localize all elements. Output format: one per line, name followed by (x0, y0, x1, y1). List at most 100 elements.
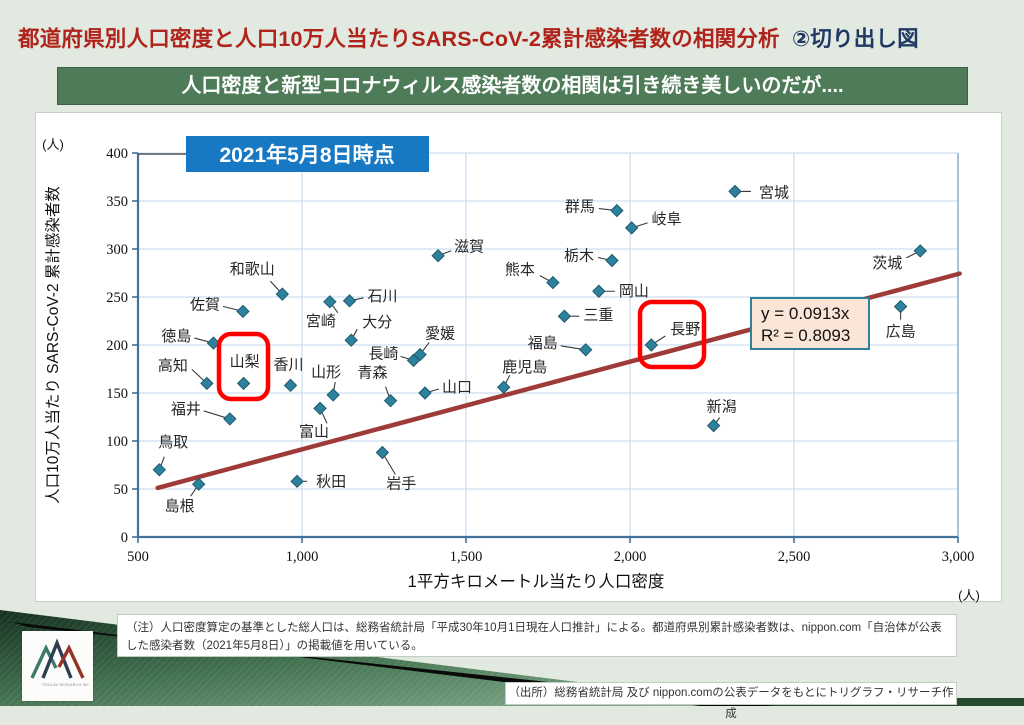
data-point-山梨 (236, 376, 251, 391)
point-label-大分: 大分 (362, 314, 392, 331)
date-badge-text: 2021年5月8日時点 (219, 143, 394, 167)
data-point-鹿児島 (497, 380, 511, 394)
data-point-熊本 (546, 275, 560, 290)
y-axis-unit: (人) (42, 137, 64, 152)
point-label-広島: 広島 (886, 324, 916, 341)
data-point-山形 (326, 388, 340, 402)
mountain-logo-icon (30, 638, 85, 679)
data-point-岩手 (375, 445, 390, 460)
data-point-佐賀 (236, 304, 250, 319)
point-label-福井: 福井 (171, 401, 201, 418)
highlight-box (637, 299, 707, 370)
source-note: （出所）総務省統計局 及び nippon.comの公表データをもとにトリグラフ・… (505, 682, 957, 720)
data-point-高知 (200, 376, 214, 391)
point-label-三重: 三重 (583, 307, 613, 324)
x-tick-label: 500 (127, 549, 149, 565)
data-point-青森 (383, 393, 398, 408)
y-tick-label: 50 (114, 482, 129, 498)
x-tick-label: 2,000 (614, 549, 647, 565)
point-label-高知: 高知 (158, 357, 188, 374)
data-point-三重 (557, 309, 572, 323)
x-axis-title: 1平方キロメートル当たり人口密度 (408, 572, 665, 591)
data-point-新潟 (706, 418, 721, 433)
data-point-長野 (644, 338, 659, 352)
date-badge (186, 136, 429, 172)
x-tick-label: 3,000 (942, 549, 975, 565)
data-point-栃木 (605, 253, 619, 268)
scatter-plot: 0 50 100 150 200 250 300 350 400 500 1,000 1,500 2,0… (42, 136, 980, 603)
point-label-山形: 山形 (311, 364, 341, 381)
equation-text: y = 0.0913x (761, 304, 850, 323)
y-tick-label: 300 (106, 242, 128, 258)
page-title-main: 都道府県別人口密度と人口10万人当たりSARS-CoV-2累計感染者数の相関分析 (18, 27, 780, 51)
y-tick-label: 250 (106, 290, 128, 306)
subtitle-banner: 人口密度と新型コロナウィルス感染者数の相関は引き続き美しいのだが.... (57, 67, 968, 105)
data-point-岐阜 (624, 221, 639, 235)
y-tick-label: 200 (106, 338, 128, 354)
equation-box (750, 297, 870, 350)
point-label-宮城: 宮城 (759, 184, 789, 201)
point-label-徳島: 徳島 (161, 328, 191, 345)
data-point-徳島 (206, 336, 221, 350)
point-label-岡山: 岡山 (619, 283, 649, 300)
point-label-和歌山: 和歌山 (230, 261, 275, 278)
point-label-鹿児島: 鹿児島 (502, 359, 547, 376)
page-title-suffix: ②切り出し図 (791, 27, 919, 51)
point-label-福島: 福島 (528, 335, 558, 352)
point-label-長崎: 長崎 (369, 345, 399, 362)
point-label-岩手: 岩手 (386, 476, 416, 493)
point-label-青森: 青森 (358, 365, 388, 382)
point-label-山口: 山口 (442, 379, 472, 396)
point-label-熊本: 熊本 (505, 262, 535, 279)
data-point-福島 (579, 343, 593, 357)
point-label-栃木: 栃木 (564, 248, 594, 265)
data-point-香川 (283, 378, 298, 393)
data-point-宮城 (728, 184, 742, 199)
logo-caption: TRIGLAV RESEARCH INC. (41, 683, 91, 688)
page-title: 都道府県別人口密度と人口10万人当たりSARS-CoV-2累計感染者数の相関分析… (18, 22, 1014, 53)
point-label-鳥取: 鳥取 (158, 433, 188, 451)
triglav-logo: TRIGLAV RESEARCH INC. (22, 631, 93, 701)
point-label-茨城: 茨城 (872, 255, 902, 272)
data-point-福井 (223, 412, 237, 426)
y-tick-label: 100 (106, 434, 128, 450)
data-point-秋田 (290, 474, 304, 489)
point-label-秋田: 秋田 (316, 473, 346, 490)
data-point-和歌山 (275, 287, 290, 301)
point-label-富山: 富山 (299, 422, 329, 440)
data-point-広島 (893, 299, 908, 314)
x-tick-label: 1,500 (450, 549, 483, 565)
x-tick-label: 1,000 (286, 549, 319, 565)
data-point-愛媛 (413, 347, 427, 362)
data-point-山口 (418, 386, 432, 400)
data-point-滋賀 (431, 249, 445, 263)
point-label-岐阜: 岐阜 (652, 211, 682, 228)
point-label-山梨: 山梨 (230, 353, 260, 370)
y-tick-label: 400 (106, 146, 128, 162)
point-label-愛媛: 愛媛 (425, 326, 455, 343)
data-point-鳥取 (152, 463, 167, 477)
data-point-岡山 (592, 284, 606, 298)
data-point-宮崎 (323, 295, 337, 309)
point-label-佐賀: 佐賀 (190, 296, 220, 313)
data-point-石川 (342, 294, 357, 308)
point-label-宮崎: 宮崎 (306, 313, 336, 330)
x-axis-unit: (人) (958, 588, 980, 603)
data-point-大分 (344, 333, 358, 347)
point-label-長野: 長野 (670, 321, 700, 338)
y-tick-label: 0 (121, 530, 128, 546)
y-axis-title: 人口10万人当たり SARS-CoV-2 累計感染者数 (44, 186, 62, 504)
x-tick-label: 2,500 (778, 549, 811, 565)
point-label-滋賀: 滋賀 (454, 239, 484, 256)
point-label-新潟: 新潟 (707, 399, 737, 416)
point-label-香川: 香川 (274, 356, 304, 373)
y-tick-label: 150 (106, 386, 128, 402)
scatter-chart-panel: 0 50 100 150 200 250 300 350 400 500 1,000 1,500 2,0… (35, 112, 1002, 603)
r-squared-text: R² = 0.8093 (761, 326, 850, 345)
slide: 都道府県別人口密度と人口10万人当たりSARS-CoV-2累計感染者数の相関分析… (0, 22, 1024, 720)
point-label-群馬: 群馬 (565, 199, 595, 216)
y-tick-label: 350 (106, 194, 128, 210)
data-point-茨城 (913, 244, 927, 258)
point-label-島根: 島根 (165, 498, 195, 515)
data-point-島根 (191, 477, 206, 491)
